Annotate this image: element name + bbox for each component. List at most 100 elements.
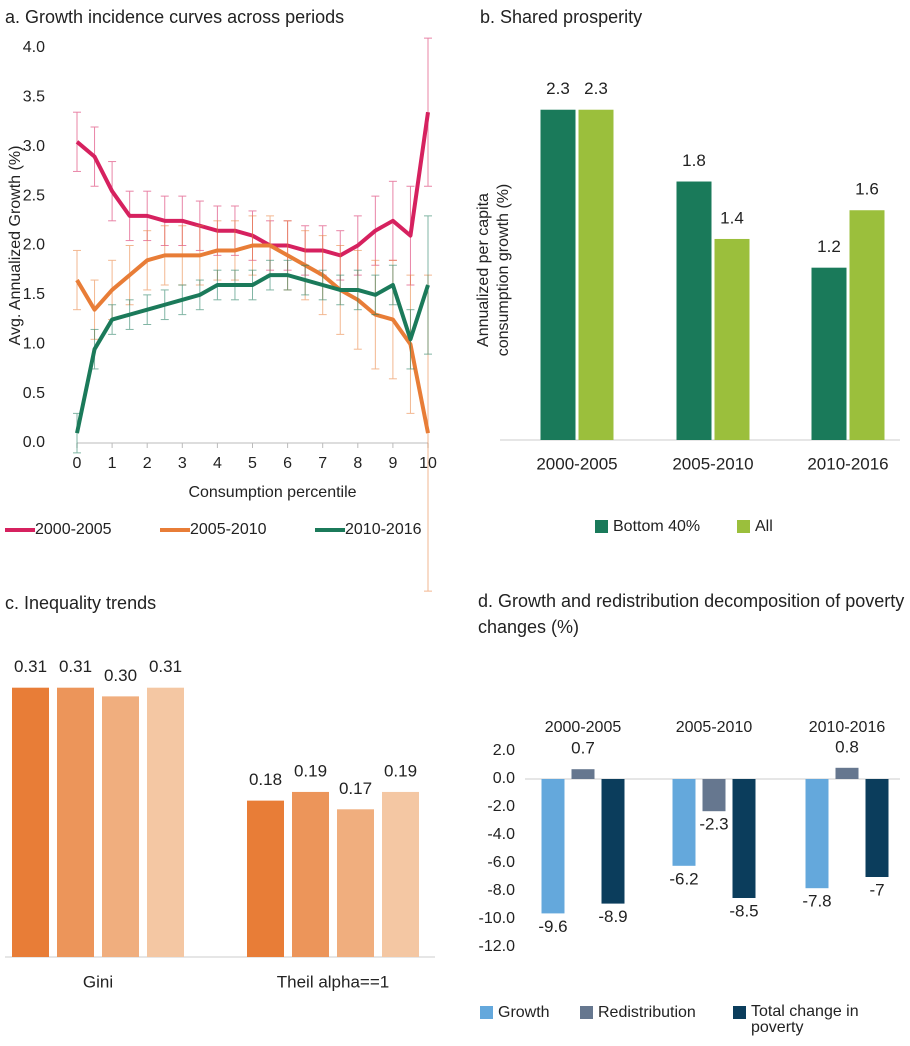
data-label: -6.2 [669, 869, 698, 888]
category-label: 2010-2016 [809, 719, 886, 736]
bar [571, 769, 595, 779]
y-tick-label: 2.0 [493, 742, 515, 759]
category-label: 2000-2005 [545, 719, 622, 736]
data-label: -8.5 [729, 901, 758, 920]
x-tick-label: 7 [318, 455, 327, 472]
bar [672, 779, 696, 866]
data-label: -7.8 [802, 892, 831, 911]
series-line [75, 243, 430, 434]
y-axis-label: Annualized per capita [475, 193, 492, 347]
x-tick-label: 1 [108, 455, 117, 472]
data-label: -2.3 [699, 815, 728, 834]
y-tick-label: -6.0 [487, 854, 515, 871]
chart-title: d. Growth and redistribution decompositi… [478, 591, 905, 637]
bar [714, 238, 750, 440]
bar [292, 791, 329, 957]
bar [732, 779, 756, 898]
bar [805, 779, 829, 889]
legend-label: 2010-2016 [345, 521, 422, 538]
y-tick-label: 1.5 [23, 286, 45, 303]
data-label: 2.3 [584, 79, 608, 98]
y-tick-label: 0.0 [493, 770, 515, 787]
x-axis-label: Consumption percentile [188, 484, 356, 501]
legend-label: Bottom 40% [613, 518, 700, 535]
category-label: 2005-2010 [672, 454, 753, 473]
bar [601, 779, 625, 904]
legend-swatch [595, 520, 608, 533]
data-label: -8.9 [598, 907, 627, 926]
chart-title: c. Inequality trends [5, 593, 156, 613]
bar [578, 109, 614, 440]
bar [702, 779, 726, 812]
y-tick-label: 4.0 [23, 39, 45, 56]
y-tick-label: -4.0 [487, 826, 515, 843]
legend-label: 2000-2005 [35, 521, 112, 538]
data-label: 0.18 [249, 770, 282, 789]
data-label: 1.8 [682, 151, 706, 170]
bar [382, 791, 419, 957]
data-label: 1.4 [720, 208, 744, 227]
bar [835, 767, 859, 779]
data-label: 0.17 [339, 779, 372, 798]
legend-label-box: Total change in poverty [751, 1004, 859, 1036]
data-label: -7 [869, 880, 884, 899]
bar [57, 687, 94, 957]
data-label: 0.7 [571, 739, 595, 758]
bar [865, 779, 889, 877]
bar [849, 210, 885, 440]
bar [147, 687, 184, 957]
legend-label: All [755, 518, 773, 535]
data-label: 2.3 [546, 79, 570, 98]
bar [541, 779, 565, 914]
x-tick-label: 6 [283, 455, 292, 472]
data-label: 0.30 [104, 666, 137, 685]
category-label: Theil alpha==1 [277, 972, 389, 991]
data-label: -9.6 [538, 917, 567, 936]
bar [102, 696, 139, 957]
y-tick-label: -10.0 [479, 910, 516, 927]
y-tick-label: 3.0 [23, 138, 45, 155]
legend-swatch [480, 1006, 493, 1019]
category-label: 2000-2005 [536, 454, 617, 473]
y-tick-label: -8.0 [487, 882, 515, 899]
bar [676, 181, 712, 440]
bar [337, 809, 374, 957]
data-label: 0.8 [835, 737, 859, 756]
y-tick-label: 2.0 [23, 237, 45, 254]
bar [12, 687, 49, 957]
x-tick-label: 3 [178, 455, 187, 472]
y-tick-label: -2.0 [487, 798, 515, 815]
chart-title-box: d. Growth and redistribution decompositi… [478, 591, 905, 637]
y-tick-label: 3.5 [23, 89, 45, 106]
bar [247, 800, 284, 957]
data-label: 0.31 [59, 657, 92, 676]
legend-label: 2005-2010 [190, 521, 267, 538]
data-label: 0.31 [149, 657, 182, 676]
legend-label: Total change in poverty [751, 1004, 859, 1036]
legend-label: Redistribution [598, 1004, 696, 1021]
y-tick-label: 2.5 [23, 187, 45, 204]
y-tick-label: 0.5 [23, 385, 45, 402]
category-label: 2010-2016 [807, 454, 888, 473]
legend-label: Growth [498, 1004, 550, 1021]
legend-swatch [580, 1006, 593, 1019]
data-label: 1.6 [855, 180, 879, 199]
x-tick-label: 8 [353, 455, 362, 472]
bar [540, 109, 576, 440]
category-label: Gini [83, 972, 113, 991]
legend-swatch [733, 1006, 746, 1019]
x-tick-label: 0 [73, 455, 82, 472]
series-line [75, 273, 430, 434]
x-tick-label: 2 [143, 455, 152, 472]
data-label: 0.31 [14, 657, 47, 676]
y-axis-label: consumption growth (%) [495, 184, 512, 357]
x-tick-label: 5 [248, 455, 257, 472]
chart-title: a. Growth incidence curves across period… [5, 7, 344, 27]
y-tick-label: -12.0 [479, 938, 516, 955]
y-tick-label: 0.0 [23, 434, 45, 451]
data-label: 1.2 [817, 237, 841, 256]
bar [811, 267, 847, 440]
x-tick-label: 9 [388, 455, 397, 472]
y-axis-label: Avg. Annualized Growth (%) [7, 146, 24, 346]
